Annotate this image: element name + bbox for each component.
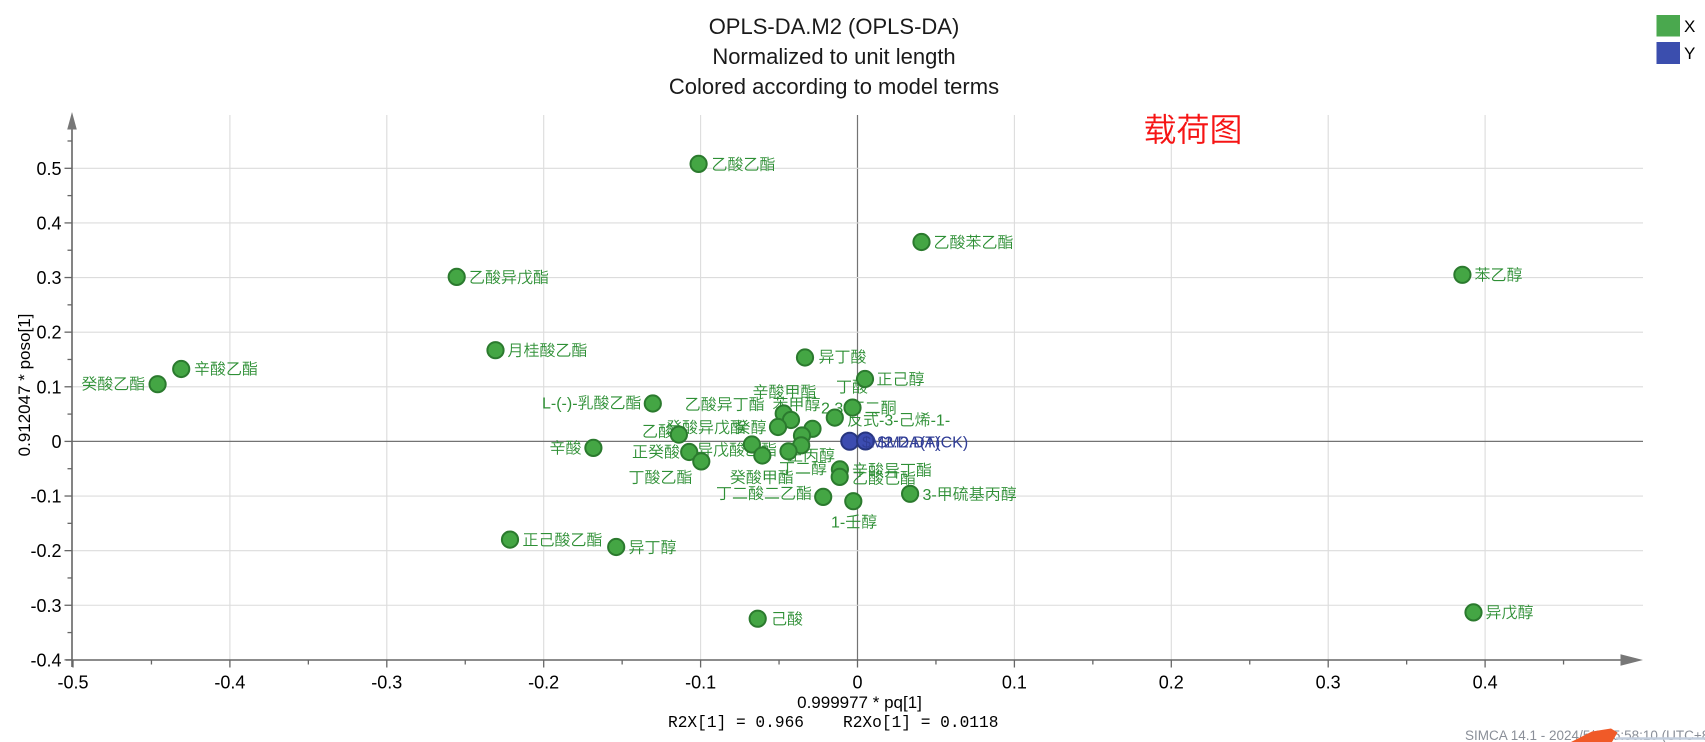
svg-text:OPLS-DA.M2 (OPLS-DA): OPLS-DA.M2 (OPLS-DA) [709, 14, 960, 39]
svg-text:0.1: 0.1 [1002, 673, 1027, 693]
svg-text:0.912047 * poso[1]: 0.912047 * poso[1] [15, 314, 34, 457]
svg-text:0.3: 0.3 [36, 268, 61, 288]
svg-text:-0.5: -0.5 [57, 673, 88, 693]
svg-text:0.1: 0.1 [36, 377, 61, 397]
svg-text:-3-: -3- [879, 413, 899, 430]
svg-text:0.5: 0.5 [36, 159, 61, 179]
svg-text:0.2: 0.2 [36, 323, 61, 343]
svg-text:0.4: 0.4 [36, 213, 61, 233]
svg-text:-0.4: -0.4 [30, 650, 61, 670]
svg-text:0.2: 0.2 [1159, 673, 1184, 693]
svg-text:-0.4: -0.4 [214, 673, 245, 693]
svg-text:-0.2: -0.2 [30, 541, 61, 561]
svg-text:L-(-)-: L-(-)- [542, 396, 578, 413]
svg-text:-0.1: -0.1 [685, 673, 716, 693]
svg-text:$M2.DA(CK): $M2.DA(CK) [878, 434, 969, 451]
svg-text:Normalized to unit length: Normalized to unit length [712, 44, 955, 69]
svg-text:-0.3: -0.3 [30, 596, 61, 616]
svg-text:1-: 1- [831, 515, 845, 532]
svg-text:-0.2: -0.2 [528, 673, 559, 693]
svg-text:0: 0 [51, 432, 61, 452]
svg-text:0.3: 0.3 [1316, 673, 1341, 693]
svg-text:Colored according to model ter: Colored according to model terms [669, 74, 999, 99]
svg-text:$M2.DA(T): $M2.DA(T) [862, 434, 940, 451]
svg-text:R2X[1] = 0.966: R2X[1] = 0.966 [668, 714, 804, 732]
svg-text:0.4: 0.4 [1473, 673, 1498, 693]
svg-text:-0.3: -0.3 [371, 673, 402, 693]
svg-text:X: X [1684, 17, 1695, 36]
svg-text:-0.1: -0.1 [30, 487, 61, 507]
svg-text:3-: 3- [923, 487, 937, 504]
svg-text:R2Xo[1] = 0.0118: R2Xo[1] = 0.0118 [843, 714, 998, 732]
svg-text:Y: Y [1684, 44, 1695, 63]
svg-text:0.999977 * pq[1]: 0.999977 * pq[1] [797, 693, 922, 712]
svg-text:-1-: -1- [931, 413, 951, 430]
svg-text:0: 0 [852, 673, 862, 693]
